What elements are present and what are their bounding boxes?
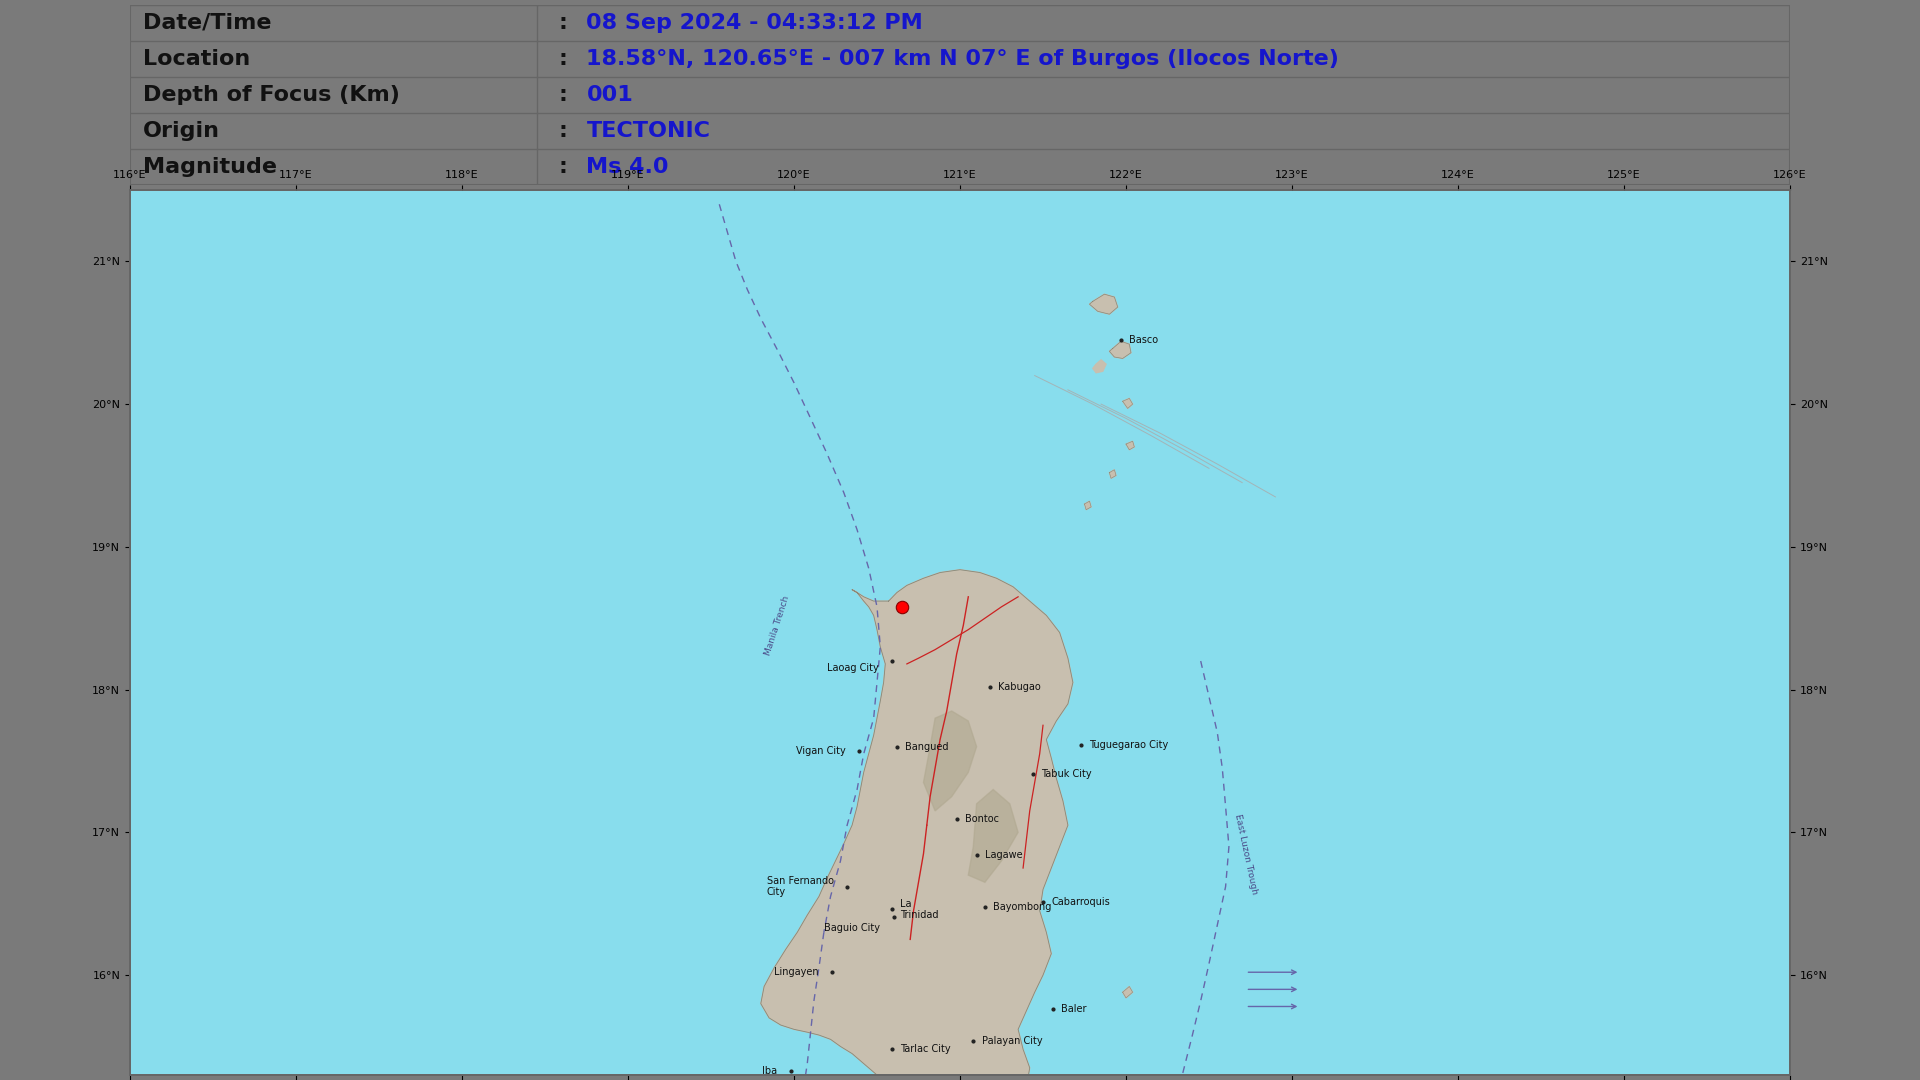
- Text: East Luzon Trough: East Luzon Trough: [1233, 813, 1258, 895]
- Polygon shape: [1089, 294, 1117, 314]
- Text: Bontoc: Bontoc: [966, 814, 998, 824]
- Polygon shape: [1092, 360, 1106, 373]
- Text: 001: 001: [586, 85, 634, 105]
- Polygon shape: [924, 711, 977, 811]
- Text: :: :: [559, 157, 566, 177]
- Text: Magnitude: Magnitude: [144, 157, 276, 177]
- Text: Baler: Baler: [1062, 1004, 1087, 1014]
- Text: Iba: Iba: [762, 1066, 778, 1076]
- Text: Tabuk City: Tabuk City: [1041, 769, 1092, 779]
- Text: Kabugao: Kabugao: [998, 681, 1041, 692]
- Text: Manila Trench: Manila Trench: [764, 594, 791, 657]
- Text: Vigan City: Vigan City: [795, 746, 845, 756]
- Polygon shape: [1110, 470, 1116, 478]
- Text: Basco: Basco: [1129, 335, 1158, 345]
- Text: Cabarroquis: Cabarroquis: [1052, 897, 1110, 907]
- Text: Tarlac City: Tarlac City: [900, 1044, 950, 1054]
- Polygon shape: [1123, 986, 1133, 998]
- Text: TECTONIC: TECTONIC: [586, 121, 710, 141]
- Text: Bangued: Bangued: [904, 742, 948, 752]
- Text: Location: Location: [144, 49, 250, 69]
- Text: Baguio City: Baguio City: [824, 923, 879, 933]
- Polygon shape: [1085, 501, 1091, 510]
- Text: :: :: [559, 121, 566, 141]
- Text: Palayan City: Palayan City: [981, 1036, 1043, 1045]
- Text: Tuguegarao City: Tuguegarao City: [1089, 740, 1169, 751]
- Point: [887, 598, 918, 616]
- Text: Depth of Focus (Km): Depth of Focus (Km): [144, 85, 399, 105]
- Polygon shape: [1125, 442, 1135, 449]
- Polygon shape: [1123, 399, 1133, 408]
- Text: Bayombong: Bayombong: [993, 902, 1052, 912]
- Text: Lagawe: Lagawe: [985, 850, 1023, 860]
- Text: :: :: [559, 13, 566, 33]
- Polygon shape: [760, 569, 1073, 1080]
- Text: Ms 4.0: Ms 4.0: [586, 157, 668, 177]
- Text: :: :: [559, 49, 566, 69]
- Text: :: :: [559, 85, 566, 105]
- Text: Date/Time: Date/Time: [144, 13, 273, 33]
- Polygon shape: [968, 789, 1018, 882]
- Text: 18.58°N, 120.65°E - 007 km N 07° E of Burgos (Ilocos Norte): 18.58°N, 120.65°E - 007 km N 07° E of Bu…: [586, 49, 1340, 69]
- Polygon shape: [1110, 341, 1131, 359]
- Text: Origin: Origin: [144, 121, 221, 141]
- Text: La
Trinidad: La Trinidad: [900, 899, 939, 920]
- Text: 08 Sep 2024 - 04:33:12 PM: 08 Sep 2024 - 04:33:12 PM: [586, 13, 924, 33]
- Text: Lingayen: Lingayen: [774, 968, 820, 977]
- Text: Laoag City: Laoag City: [828, 663, 879, 673]
- Text: San Fernando
City: San Fernando City: [766, 876, 833, 897]
